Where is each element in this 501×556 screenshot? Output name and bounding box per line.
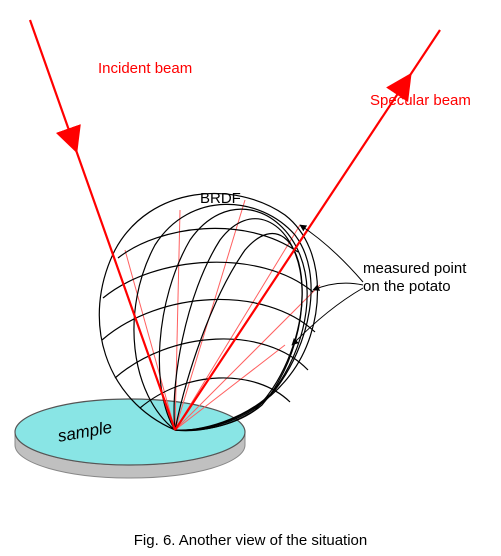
measured-point-label: measured point on the potato bbox=[363, 260, 466, 296]
brdf-label: BRDF bbox=[200, 190, 241, 208]
incident-beam-label: Incident beam bbox=[98, 60, 192, 78]
figure-caption: Fig. 6. Another view of the situation bbox=[0, 532, 501, 549]
measured-line2: on the potato bbox=[363, 278, 451, 295]
measured-line1: measured point bbox=[363, 260, 466, 277]
specular-beam-label: Specular beam bbox=[370, 92, 471, 110]
